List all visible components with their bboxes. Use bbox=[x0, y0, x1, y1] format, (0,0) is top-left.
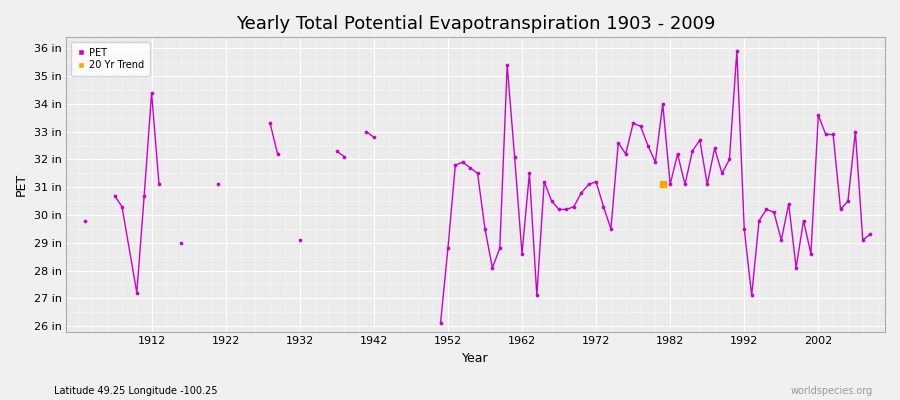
Point bbox=[522, 170, 536, 176]
Title: Yearly Total Potential Evapotranspiration 1903 - 2009: Yearly Total Potential Evapotranspiratio… bbox=[236, 15, 716, 33]
Point bbox=[648, 159, 662, 166]
Point bbox=[818, 131, 832, 138]
Point bbox=[767, 209, 781, 216]
Point bbox=[329, 148, 344, 154]
Point bbox=[508, 154, 522, 160]
Point bbox=[174, 240, 188, 246]
Point bbox=[471, 170, 485, 176]
Point bbox=[760, 206, 774, 213]
Point bbox=[366, 134, 381, 140]
Point bbox=[693, 137, 707, 143]
Text: Latitude 49.25 Longitude -100.25: Latitude 49.25 Longitude -100.25 bbox=[54, 386, 218, 396]
Point bbox=[263, 120, 277, 126]
Point bbox=[359, 128, 374, 135]
Point bbox=[789, 264, 804, 271]
Point bbox=[492, 245, 507, 252]
Point bbox=[130, 290, 144, 296]
Text: worldspecies.org: worldspecies.org bbox=[791, 386, 873, 396]
X-axis label: Year: Year bbox=[463, 352, 489, 365]
Point bbox=[441, 245, 455, 252]
Point bbox=[611, 140, 625, 146]
Point bbox=[744, 292, 759, 299]
Point bbox=[212, 181, 226, 188]
Point bbox=[537, 178, 552, 185]
Point bbox=[515, 251, 529, 257]
Point bbox=[737, 226, 751, 232]
Point bbox=[77, 217, 92, 224]
Point bbox=[463, 165, 477, 171]
Point bbox=[144, 90, 158, 96]
Point bbox=[715, 170, 729, 176]
Point bbox=[115, 204, 130, 210]
Point bbox=[670, 151, 685, 157]
Point bbox=[626, 120, 640, 126]
Point bbox=[826, 131, 841, 138]
Y-axis label: PET: PET bbox=[15, 173, 28, 196]
Point bbox=[730, 48, 744, 54]
Point bbox=[455, 159, 470, 166]
Point bbox=[781, 201, 796, 207]
Point bbox=[604, 226, 618, 232]
Point bbox=[641, 142, 655, 149]
Point bbox=[655, 101, 670, 107]
Point bbox=[559, 206, 573, 213]
Point bbox=[685, 148, 699, 154]
Point bbox=[663, 181, 678, 188]
Point bbox=[581, 181, 596, 188]
Legend: PET, 20 Yr Trend: PET, 20 Yr Trend bbox=[71, 42, 149, 76]
Point bbox=[552, 206, 566, 213]
Point bbox=[337, 154, 351, 160]
Point bbox=[137, 192, 151, 199]
Point bbox=[618, 151, 633, 157]
Point bbox=[841, 198, 855, 204]
Point bbox=[448, 162, 463, 168]
Point bbox=[485, 264, 500, 271]
Point bbox=[700, 181, 715, 188]
Point bbox=[848, 128, 862, 135]
Point bbox=[707, 145, 722, 152]
Point bbox=[270, 151, 284, 157]
Point bbox=[634, 123, 648, 129]
Point bbox=[107, 192, 122, 199]
Point bbox=[574, 190, 589, 196]
Point bbox=[433, 320, 447, 326]
Point bbox=[796, 217, 811, 224]
Point bbox=[478, 226, 492, 232]
Point bbox=[863, 231, 878, 238]
Point bbox=[804, 251, 818, 257]
Point bbox=[597, 204, 611, 210]
Point bbox=[774, 237, 788, 243]
Point bbox=[589, 178, 603, 185]
Point bbox=[678, 181, 692, 188]
Point bbox=[567, 204, 581, 210]
Point bbox=[500, 62, 515, 68]
Point bbox=[655, 181, 670, 188]
Point bbox=[152, 181, 166, 188]
Point bbox=[292, 237, 307, 243]
Point bbox=[722, 156, 736, 163]
Point bbox=[811, 112, 825, 118]
Point bbox=[752, 217, 766, 224]
Point bbox=[529, 292, 544, 299]
Point bbox=[833, 206, 848, 213]
Point bbox=[544, 198, 559, 204]
Point bbox=[856, 237, 870, 243]
